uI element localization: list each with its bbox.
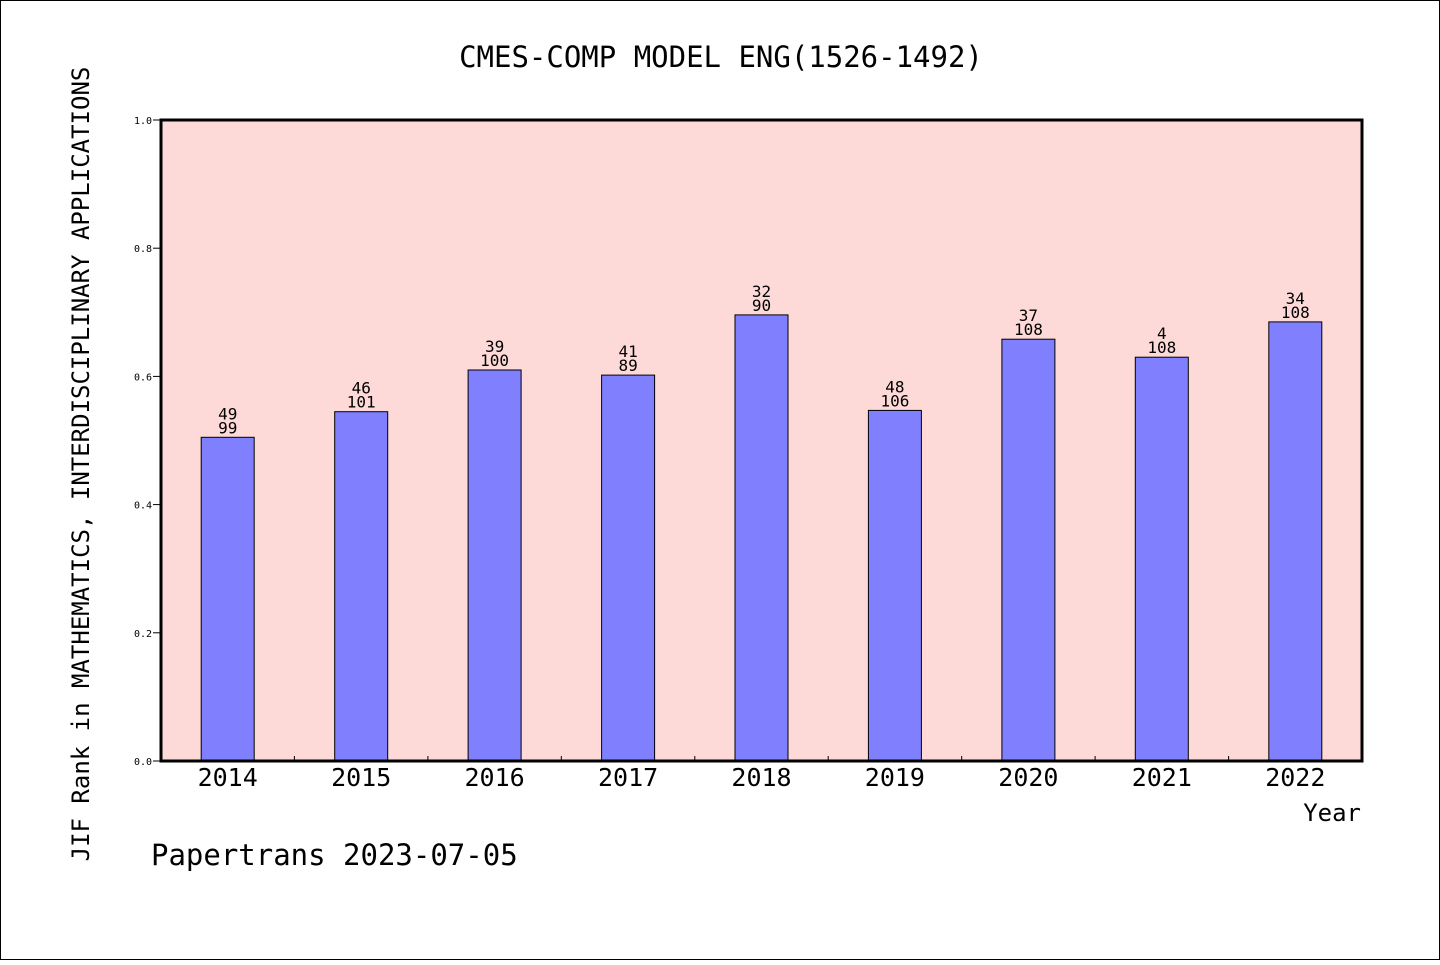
x-tick-label-2017: 2017 [598, 763, 658, 792]
chart-title: CMES-COMP MODEL ENG(1526-1492) [459, 40, 983, 74]
rank-label-2017: 41 [618, 342, 637, 361]
x-tick-label-2020: 2020 [998, 763, 1058, 792]
y-tick-label: 0.4 [134, 501, 152, 512]
y-tick-label: 0.2 [134, 629, 152, 640]
plot-border [159, 118, 1364, 763]
x-tick-label-2021: 2021 [1132, 763, 1192, 792]
total-label-2014: 99 [218, 418, 237, 437]
x-axis: 2014 2015 2016 2017 2018 2019 2020 2021 2022 [198, 756, 1325, 792]
y-axis-label: JIF Rank in MATHEMATICS, INTERDISCIPLINA… [67, 67, 95, 862]
total-label-2021: 108 [1147, 338, 1176, 357]
total-label-2022: 108 [1281, 303, 1310, 322]
bar-2022 [1268, 321, 1323, 762]
rank-label-2015: 46 [352, 379, 371, 398]
total-label-2020: 108 [1014, 320, 1043, 339]
y-axis: 0.0 0.2 0.4 0.6 0.8 1.0 [134, 116, 161, 768]
rank-label-2019: 48 [885, 377, 904, 396]
rank-label-2021: 4 [1157, 324, 1167, 343]
rank-label-2022: 34 [1286, 289, 1305, 308]
bar-2015 [334, 411, 389, 762]
total-label-2017: 89 [618, 356, 637, 375]
x-tick-label-2022: 2022 [1265, 763, 1325, 792]
x-tick-label-2014: 2014 [198, 763, 258, 792]
total-label-2015: 101 [347, 393, 376, 412]
rank-label-2020: 37 [1019, 306, 1038, 325]
bar-2018 [734, 314, 789, 762]
rank-label-2016: 39 [485, 337, 504, 356]
y-tick-label: 0.0 [134, 757, 152, 768]
total-label-2018: 90 [752, 296, 771, 315]
watermark-text: Papertrans 2023-07-05 [151, 838, 518, 872]
rank-label-2014: 49 [218, 404, 237, 423]
y-tick-label: 1.0 [134, 116, 152, 127]
bar-2020 [1001, 338, 1056, 762]
x-tick-label-2019: 2019 [865, 763, 925, 792]
y-tick-label: 0.6 [134, 372, 152, 383]
y-tick-label: 0.8 [134, 244, 152, 255]
bar-2019 [867, 409, 922, 762]
bar-2021 [1134, 356, 1189, 762]
total-label-2016: 100 [480, 351, 509, 370]
bars-group [200, 314, 1323, 762]
x-tick-label-2018: 2018 [731, 763, 791, 792]
bar-2017 [601, 374, 656, 762]
bar-2016 [467, 369, 522, 762]
bar-2014 [200, 436, 255, 762]
x-tick-label-2015: 2015 [331, 763, 391, 792]
total-label-2019: 106 [880, 391, 909, 410]
x-axis-label: Year [1303, 799, 1361, 827]
x-tick-label-2016: 2016 [464, 763, 524, 792]
rank-label-2018: 32 [752, 282, 771, 301]
